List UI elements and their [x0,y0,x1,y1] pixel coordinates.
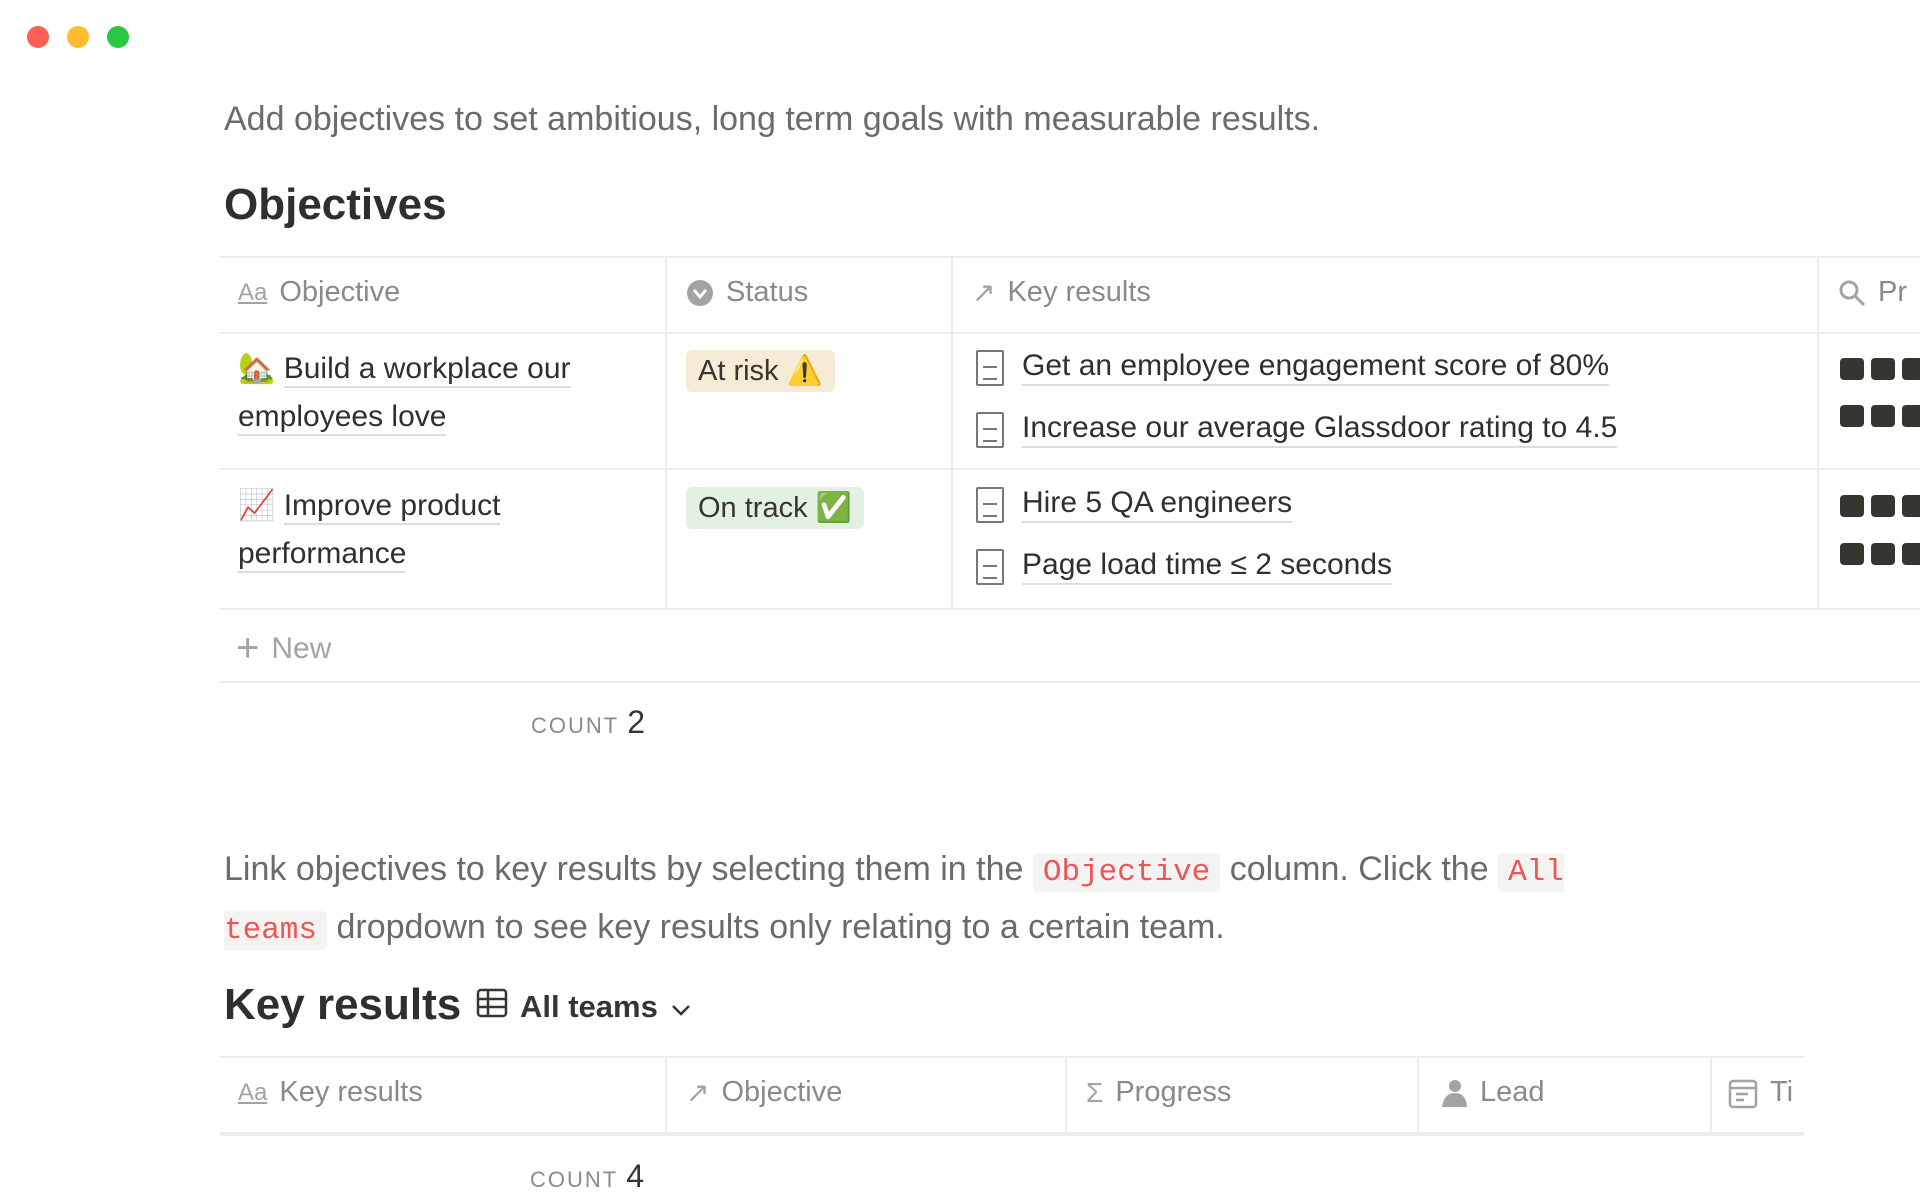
status-label: At risk [698,355,779,387]
count-summary[interactable]: COUNT 2 [531,704,645,741]
key-result-title: Increase our average Glassdoor rating to… [1022,411,1618,448]
key-result-title: Get an employee engagement score of 80% [1022,349,1610,386]
person-icon [1438,1078,1468,1108]
search-icon [1838,279,1866,307]
window-close-button[interactable] [27,26,49,48]
column-label: Key results [279,1076,423,1108]
progress-bar [1840,358,1920,380]
key-result-title: Hire 5 QA engineers [1022,486,1293,523]
divider [1710,1056,1712,1132]
column-label: Pr [1878,276,1907,308]
text: dropdown to see key results only relatin… [327,908,1225,946]
column-header-objective[interactable]: ↗ Objective [686,1076,842,1109]
view-dropdown[interactable]: All teams [476,988,692,1026]
divider [220,1132,1804,1136]
progress-bar [1840,543,1920,565]
sigma-icon: Σ [1086,1076,1104,1108]
status-badge[interactable]: On track ✅ [686,487,864,529]
count-value: 4 [626,1158,645,1194]
divider [220,468,1920,470]
progress-bar [1840,405,1920,427]
status-label: On track [698,492,808,524]
column-label: Status [726,276,809,308]
objective-emoji: 🏡 [238,352,276,385]
inline-code: Objective [1032,853,1221,892]
column-label: Objective [279,276,401,308]
warning-icon: ⚠️ [786,355,823,387]
objective-title[interactable]: Build a workplace our employees love [238,352,571,436]
objectives-title: Objectives [224,180,447,229]
view-label: All teams [520,989,658,1024]
column-label: Progress [1115,1076,1232,1108]
count-summary[interactable]: COUNT 4 [530,1158,644,1195]
status-icon [686,279,714,307]
key-result-link[interactable]: Increase our average Glassdoor rating to… [976,411,1618,448]
divider [665,1056,667,1132]
relation-arrow-icon: ↗ [686,1077,710,1108]
column-header-progress[interactable]: Σ Progress [1086,1076,1231,1109]
calendar-icon [1728,1077,1758,1109]
column-label: Lead [1480,1076,1545,1108]
new-label: New [271,631,332,665]
plus-icon: + [236,626,260,670]
count-value: 2 [627,704,646,740]
column-header-lead[interactable]: Lead [1438,1076,1545,1109]
instructions-text: Link objectives to key results by select… [224,842,1644,958]
chevron-down-icon [670,989,692,1025]
status-badge[interactable]: At risk ⚠️ [686,350,835,392]
objective-emoji: 📈 [238,489,276,522]
page-icon [976,411,1004,448]
column-label: Key results [1007,276,1151,308]
divider [220,681,1920,683]
column-header-timeline[interactable]: Ti [1728,1076,1804,1109]
divider [220,608,1920,610]
intro-text: Add objectives to set ambitious, long te… [224,100,1321,138]
count-label: COUNT [530,1167,619,1192]
divider [220,332,1920,334]
divider [1065,1056,1067,1132]
column-header-status[interactable]: Status [686,276,808,309]
divider [1817,256,1819,608]
column-header-progress[interactable]: Pr [1838,276,1920,309]
text-aa-icon: Aa [238,278,268,306]
column-label: Objective [721,1076,843,1108]
page-icon [976,548,1004,585]
text: Link objectives to key results by select… [224,850,1033,888]
table-icon [476,988,508,1026]
progress-bar [1840,495,1920,517]
divider [220,1056,1804,1058]
key-results-title: Key results [224,980,462,1029]
divider [951,256,953,608]
objective-title[interactable]: Improve product performance [238,489,501,573]
key-result-link[interactable]: Page load time ≤ 2 seconds [976,548,1393,585]
count-label: COUNT [531,713,620,738]
check-icon: ✅ [815,492,852,524]
text: column. Click the [1220,850,1499,888]
page-icon [976,486,1004,523]
divider [665,256,667,608]
column-header-key-results[interactable]: Aa Key results [238,1076,423,1109]
key-result-link[interactable]: Hire 5 QA engineers [976,486,1293,523]
objective-cell[interactable]: 📈 Improve product performance [238,482,648,578]
text-aa-icon: Aa [238,1078,268,1106]
divider [220,256,1920,258]
window-minimize-button[interactable] [67,26,89,48]
window-maximize-button[interactable] [107,26,129,48]
divider [1417,1056,1419,1132]
column-header-objective[interactable]: Aa Objective [238,276,400,309]
objective-cell[interactable]: 🏡 Build a workplace our employees love [238,345,648,441]
column-header-key-results[interactable]: ↗ Key results [972,276,1151,309]
key-result-link[interactable]: Get an employee engagement score of 80% [976,349,1610,386]
new-row-button[interactable]: + New [236,626,331,671]
relation-arrow-icon: ↗ [972,277,996,308]
key-result-title: Page load time ≤ 2 seconds [1022,548,1393,585]
page-icon [976,349,1004,386]
column-label: Ti [1770,1076,1794,1108]
